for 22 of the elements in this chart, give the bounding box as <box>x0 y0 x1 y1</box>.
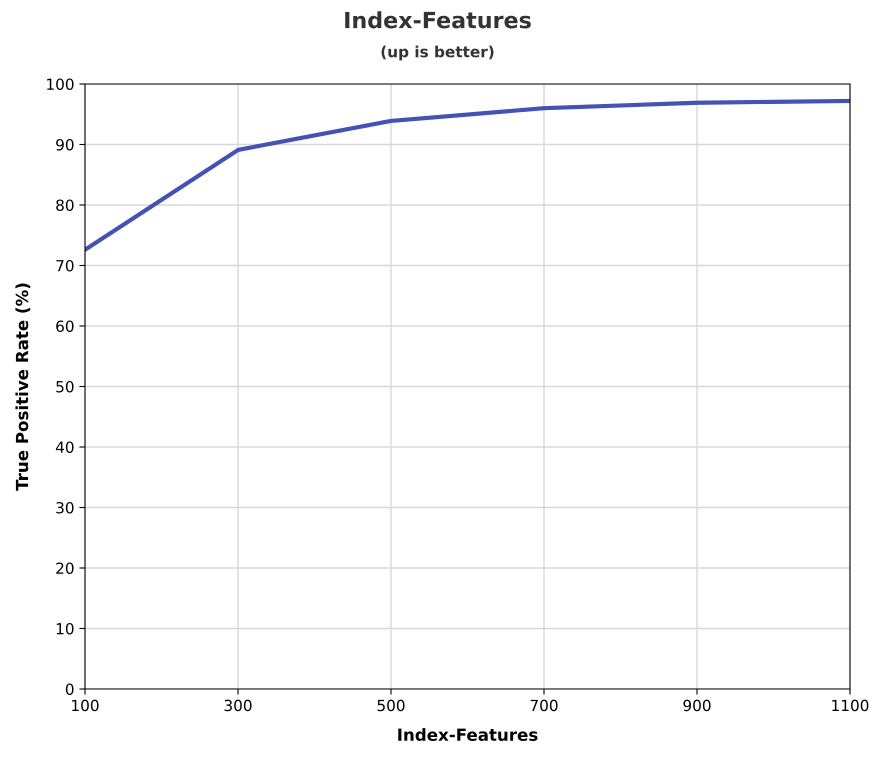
y-axis-title: True Positive Rate (%) <box>15 284 30 491</box>
line-series <box>85 98 850 252</box>
y-tick-label: 10 <box>56 622 74 635</box>
y-tick-label: 20 <box>56 562 74 574</box>
x-tick-label: 300 <box>224 700 252 712</box>
x-tick-label: 700 <box>530 700 558 712</box>
y-tick-label: 30 <box>56 502 74 514</box>
x-tick-label: 1100 <box>832 700 868 712</box>
x-axis-title: Index-Features <box>398 728 538 741</box>
x-tick-label: 900 <box>683 700 711 712</box>
y-tick-label: 40 <box>56 441 74 454</box>
x-tick-label: 500 <box>378 700 405 712</box>
y-tick-label: 60 <box>56 320 74 332</box>
y-tick-label: 0 <box>66 683 74 696</box>
y-tick-label: 90 <box>56 138 74 151</box>
y-tick-label: 50 <box>56 380 74 393</box>
y-tick-label: 100 <box>47 78 74 90</box>
x-tick-label: 100 <box>72 700 99 712</box>
y-tick-label: 80 <box>56 199 74 212</box>
y-tick-label: 70 <box>56 260 74 272</box>
chart-subtitle: (up is better) <box>382 46 494 60</box>
chart-title: Index-Features <box>345 11 531 28</box>
